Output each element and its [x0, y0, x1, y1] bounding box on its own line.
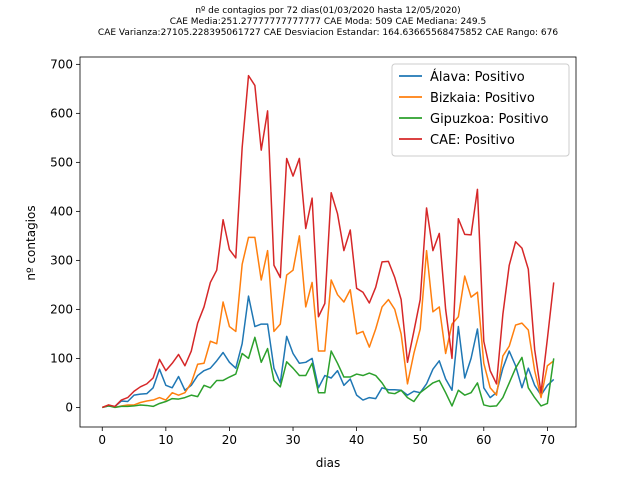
x-axis-label: dias — [316, 456, 341, 470]
series-line-2 — [102, 336, 555, 409]
y-tick-label: 0 — [65, 400, 73, 414]
y-tick-label: 700 — [50, 57, 73, 71]
legend-label-2: Gipuzkoa: Positivo — [430, 112, 549, 127]
x-tick-label: 20 — [222, 433, 237, 447]
y-tick-label: 500 — [50, 155, 73, 169]
y-axis-ticks: 0 100 200 300 400 500 600 700 — [50, 57, 80, 414]
x-tick-label: 60 — [476, 433, 491, 447]
y-tick-label: 100 — [50, 351, 73, 365]
legend-label-1: Bizkaia: Positivo — [430, 91, 535, 106]
plot-area-frame — [79, 56, 577, 428]
y-tick-label: 400 — [50, 204, 73, 218]
x-tick-label: 50 — [413, 433, 428, 447]
chart-title: nº de contagios por 72 dias(01/03/2020 h… — [98, 6, 558, 38]
x-axis-ticks: 0 10 20 30 40 50 60 70 — [98, 427, 555, 447]
chart-title-line-3: CAE Varianza:27105.228395061727 CAE Desv… — [98, 28, 558, 38]
x-tick-label: 0 — [98, 433, 106, 447]
y-tick-label: 200 — [50, 302, 73, 316]
series-line-1 — [101, 235, 555, 409]
x-tick-label: 10 — [158, 433, 173, 447]
chart-title-line-2: CAE Media:251.27777777777777 CAE Moda: 5… — [170, 17, 486, 27]
x-tick-label: 70 — [540, 433, 555, 447]
series-line-3 — [101, 74, 555, 409]
series-layer — [101, 74, 555, 409]
x-tick-label: 30 — [285, 433, 300, 447]
x-tick-label: 40 — [349, 433, 364, 447]
y-tick-label: 600 — [50, 106, 73, 120]
chart-title-line-1: nº de contagios por 72 dias(01/03/2020 h… — [195, 6, 460, 16]
y-axis-label: nº contagios — [24, 205, 38, 280]
y-tick-label: 300 — [50, 253, 73, 267]
legend-label-0: Álava: Positivo — [430, 69, 525, 85]
legend-label-3: CAE: Positivo — [430, 133, 515, 148]
legend: Álava: Positivo Bizkaia: Positivo Gipuzkoa… — [391, 63, 570, 157]
legend-box — [391, 63, 570, 157]
